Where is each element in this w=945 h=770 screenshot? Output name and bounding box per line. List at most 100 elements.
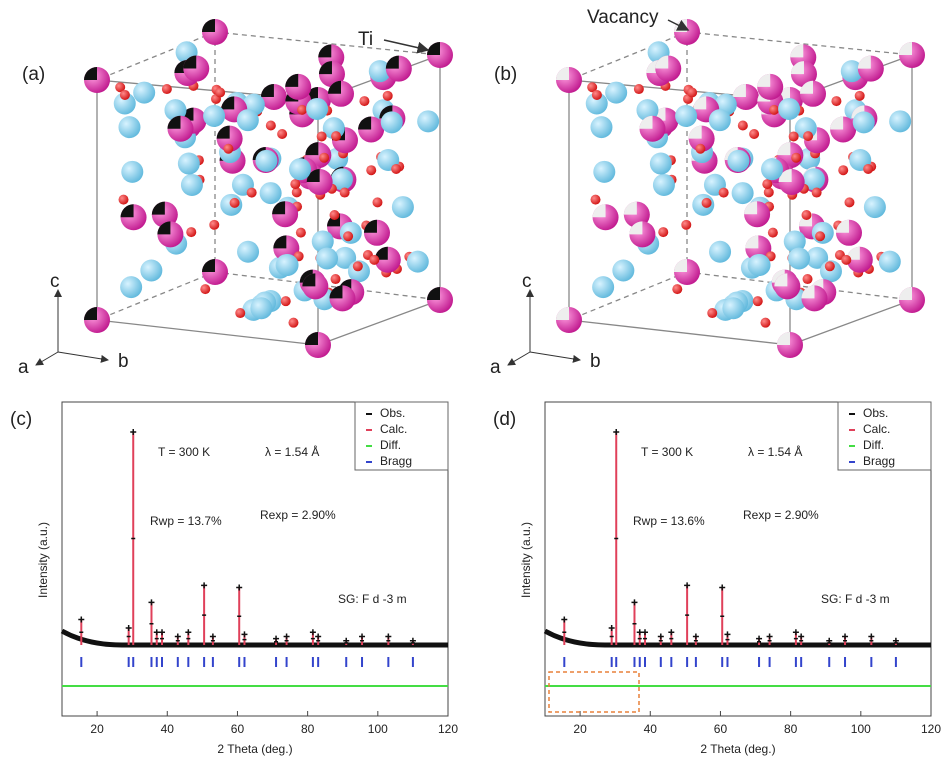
- atom-wedge: [273, 235, 287, 249]
- axis-arrow: [35, 351, 59, 366]
- atom-oxygen: [718, 187, 729, 198]
- atom-wedge: [84, 67, 97, 80]
- atom-wedge: [328, 80, 342, 94]
- x-tick-label: 60: [231, 722, 245, 736]
- obs-peak: [153, 629, 160, 640]
- temperature: T = 300 K: [158, 445, 210, 459]
- cell-edge: [568, 31, 688, 81]
- atom-wedge: [846, 246, 860, 260]
- atom-wedge: [774, 273, 788, 287]
- background: [543, 628, 931, 648]
- obs-peak: [724, 631, 731, 641]
- atom-wedge: [744, 201, 758, 215]
- atom-oxygen: [297, 104, 308, 115]
- annotation: Ti: [358, 29, 373, 50]
- atom-oxygen: [854, 90, 865, 101]
- x-axis-label: 2 Theta (deg.): [217, 742, 292, 756]
- obs-peak: [719, 584, 726, 617]
- atom-wedge: [830, 116, 844, 130]
- obs-peak: [798, 633, 805, 642]
- annotation-arrow: [383, 39, 430, 54]
- cell-edge: [568, 271, 688, 321]
- background: [60, 628, 448, 648]
- atom-wedge: [857, 55, 871, 69]
- cell-edge: [214, 271, 441, 301]
- atom-oxygen: [658, 227, 669, 238]
- x-tick-label: 40: [161, 722, 175, 736]
- atom-o-site: [840, 60, 863, 83]
- obs-peak: [636, 629, 643, 640]
- legend-label: Bragg: [863, 454, 895, 468]
- rexp: Rexp = 2.90%: [260, 508, 336, 522]
- atom-wedge: [120, 204, 134, 218]
- obs-peak: [631, 599, 638, 625]
- atom-o-site: [652, 173, 675, 196]
- atom-o-site: [802, 168, 825, 191]
- atom-oxygen: [591, 89, 602, 100]
- atom-oxygen: [280, 296, 291, 307]
- y-axis-label: Intensity (a.u.): [36, 522, 50, 598]
- atom-o-site: [140, 259, 163, 282]
- x-tick-label: 80: [784, 722, 798, 736]
- cell-edge: [317, 299, 441, 346]
- atom-o-site: [250, 297, 273, 320]
- atom-wedge: [899, 42, 912, 55]
- atom-wedge: [835, 219, 849, 233]
- atom-o-site: [113, 92, 136, 115]
- atom-oxygen: [687, 87, 698, 98]
- atom-o-site: [306, 97, 329, 120]
- obs-peak: [148, 599, 155, 625]
- atom-oxygen: [391, 163, 402, 174]
- atom-oxygen: [316, 131, 327, 142]
- wavelength: λ = 1.54 Å: [748, 444, 802, 459]
- legend-label: Calc.: [380, 422, 407, 436]
- atom-oxygen: [838, 165, 849, 176]
- atom-oxygen: [788, 131, 799, 142]
- obs-peak: [130, 429, 137, 540]
- atom-oxygen: [331, 131, 342, 142]
- plot-frame: [544, 401, 932, 717]
- atom-oxygen: [235, 308, 246, 319]
- obs-peak: [684, 582, 691, 616]
- atom-o-site: [593, 160, 616, 183]
- atom-wedge: [592, 204, 606, 218]
- legend-label: Diff.: [380, 438, 401, 452]
- atom-o-site: [417, 110, 440, 133]
- atom-wedge: [183, 55, 197, 69]
- obs-peak: [78, 616, 85, 633]
- atom-oxygen: [118, 194, 129, 205]
- atom-oxygen: [769, 104, 780, 115]
- atom-oxygen: [339, 187, 350, 198]
- atom-wedge: [167, 115, 181, 129]
- atom-wedge: [318, 61, 332, 75]
- obs-peak: [241, 631, 248, 641]
- atom-o-site: [863, 196, 886, 219]
- obs-peak: [868, 633, 875, 642]
- atom-oxygen: [737, 120, 748, 131]
- rwp: Rwp = 13.6%: [633, 514, 705, 528]
- axis-letter: a: [490, 357, 501, 378]
- x-tick-label: 120: [438, 722, 458, 736]
- atom-wedge: [374, 246, 388, 260]
- y-axis-label: Intensity (a.u.): [519, 522, 533, 598]
- atom-o-site: [675, 104, 698, 127]
- atom-o-site: [709, 240, 732, 263]
- atom-oxygen: [672, 284, 683, 295]
- atom-o-site: [236, 109, 259, 132]
- atom-wedge: [693, 96, 707, 110]
- atom-o-site: [590, 116, 613, 139]
- atom-oxygen: [824, 261, 835, 272]
- atom-wedge: [302, 273, 316, 287]
- annotation-arrow: [667, 19, 690, 31]
- atom-oxygen: [246, 187, 257, 198]
- structure-a: (a) Ti a b c: [18, 19, 453, 378]
- atom-wedge: [688, 125, 702, 139]
- axis-arrow: [507, 351, 531, 366]
- atom-oxygen: [590, 194, 601, 205]
- atom-o-site: [761, 158, 784, 181]
- atom-o-site: [255, 149, 278, 172]
- atom-wedge: [639, 115, 653, 129]
- annotation: Vacancy: [587, 7, 659, 28]
- obs-peak: [826, 637, 833, 644]
- obs-peak: [209, 633, 216, 642]
